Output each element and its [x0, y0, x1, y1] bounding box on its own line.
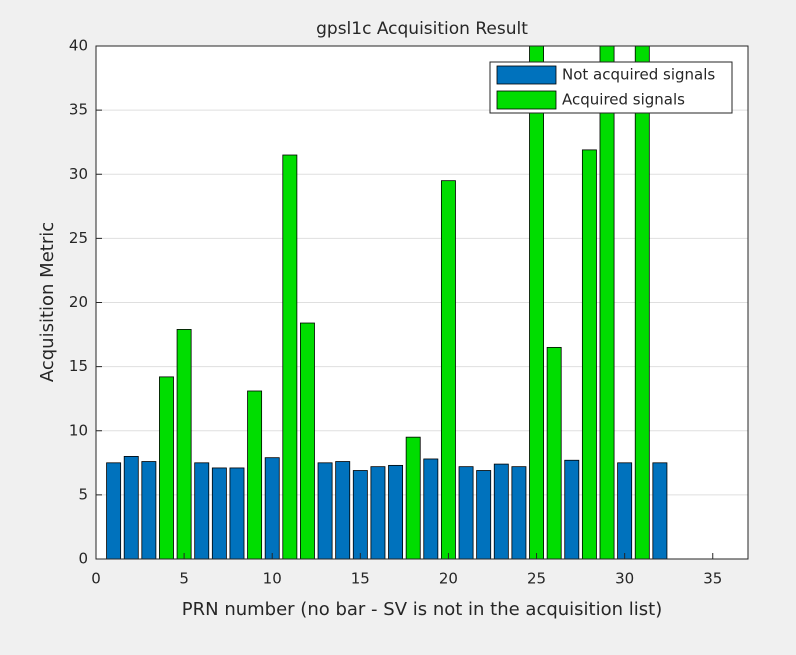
bar: [176, 329, 192, 559]
x-tick-label: 5: [179, 570, 189, 588]
y-tick-label: 10: [69, 421, 88, 439]
x-tick-label: 15: [351, 570, 370, 588]
bar: [211, 467, 227, 559]
legend-label: Not acquired signals: [562, 66, 715, 84]
x-tick-label: 0: [91, 570, 101, 588]
bar: [352, 470, 368, 559]
bar: [529, 46, 544, 559]
y-tick-label: 40: [69, 37, 88, 55]
bar: [423, 458, 439, 559]
bar: [317, 462, 333, 559]
bar: [476, 470, 492, 559]
bar: [264, 457, 280, 559]
bar: [652, 462, 668, 559]
x-axis-label: PRN number (no bar - SV is not in the ac…: [182, 599, 662, 620]
bar: [617, 462, 633, 559]
y-tick-label: 0: [78, 550, 88, 568]
bar: [458, 466, 474, 559]
bar: [546, 346, 562, 559]
bar: [405, 436, 421, 559]
bar: [493, 463, 509, 559]
legend-swatch: [496, 90, 557, 110]
bar: [581, 149, 597, 559]
bar: [511, 466, 527, 559]
axes-box: [95, 45, 749, 560]
bar: [123, 455, 139, 559]
y-tick-label: 20: [69, 293, 88, 311]
legend: Not acquired signals Acquired signals: [489, 61, 733, 114]
bar: [388, 464, 404, 559]
bar: [247, 390, 263, 559]
bar: [194, 462, 210, 559]
bar: [370, 466, 386, 559]
y-axis-label: Acquisition Metric: [37, 222, 58, 382]
bar: [634, 46, 650, 559]
bar: [229, 467, 245, 559]
bar: [564, 459, 580, 559]
bar: [141, 461, 157, 559]
bar: [159, 376, 174, 559]
x-tick-label: 10: [263, 570, 282, 588]
chart-title: gpsl1c Acquisition Result: [316, 19, 528, 39]
legend-label: Acquired signals: [562, 91, 685, 109]
x-tick-label: 20: [439, 570, 458, 588]
bar: [300, 322, 315, 559]
bar: [335, 461, 351, 559]
axes: 0 5 10 15 20 25 30 35 40 0 5 10 15 20 25 30 35: [69, 37, 749, 588]
x-tick-label: 35: [703, 570, 722, 588]
bar: [282, 154, 298, 559]
bar: [599, 46, 615, 559]
bars: [106, 46, 668, 559]
y-tick-label: 15: [69, 357, 88, 375]
y-tick-label: 5: [78, 485, 88, 503]
y-tick-label: 35: [69, 101, 88, 119]
bar: [106, 462, 122, 559]
y-tick-label: 25: [69, 229, 88, 247]
x-tick-label: 30: [615, 570, 634, 588]
x-tick-label: 25: [527, 570, 546, 588]
bar: [440, 180, 456, 559]
legend-swatch: [496, 65, 557, 85]
y-tick-label: 30: [69, 165, 88, 183]
